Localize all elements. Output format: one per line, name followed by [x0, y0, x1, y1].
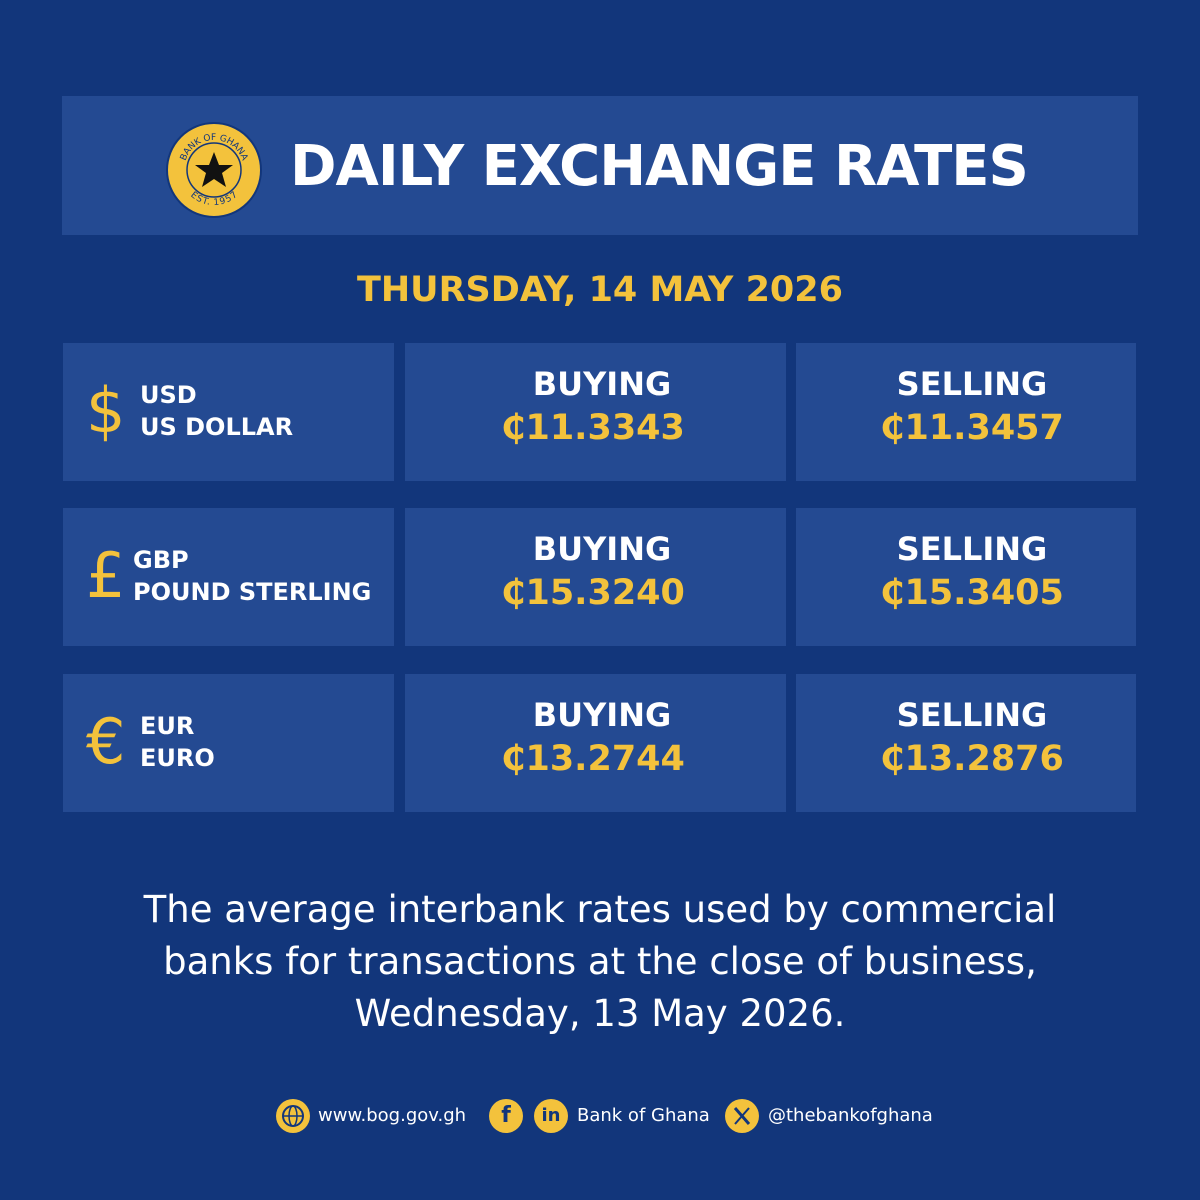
note: The average interbank rates used by comm…: [0, 884, 1200, 1040]
currency-box: [63, 674, 394, 812]
buying-box: [405, 674, 786, 812]
title: DAILY EXCHANGE RATES: [290, 134, 1029, 199]
note-line: banks for transactions at the close of b…: [163, 940, 1037, 983]
currency-symbol: €: [86, 705, 126, 778]
buying-value: ₵15.3240: [501, 573, 685, 613]
website: www.bog.gov.gh: [318, 1105, 467, 1126]
logo: BANK OF GHANA EST. 1957: [166, 122, 262, 218]
selling-box: [796, 343, 1136, 481]
buying-value: ₵13.2744: [501, 739, 685, 779]
social-name: Bank of Ghana: [577, 1105, 710, 1126]
linkedin-icon: in: [534, 1099, 568, 1133]
selling-label: SELLING: [896, 530, 1048, 568]
selling-value: ₵13.2876: [880, 739, 1064, 779]
currency-code: USD: [140, 381, 197, 409]
selling-value: ₵11.3457: [880, 408, 1064, 448]
buying-label: BUYING: [532, 530, 672, 568]
buying-value: ₵11.3343: [501, 408, 685, 448]
handle: @thebankofghana: [768, 1105, 933, 1126]
currency-box: [63, 508, 394, 646]
selling-label: SELLING: [896, 365, 1048, 403]
buying-box: [405, 343, 786, 481]
selling-label: SELLING: [896, 696, 1048, 734]
note-line: The average interbank rates used by comm…: [143, 888, 1057, 931]
currency-name: EURO: [140, 744, 215, 772]
buying-label: BUYING: [532, 696, 672, 734]
currency-box: [63, 343, 394, 481]
currency-symbol: £: [86, 539, 126, 612]
note-line: Wednesday, 13 May 2026.: [354, 992, 846, 1035]
currency-code: GBP: [133, 546, 189, 574]
facebook-icon: f: [489, 1099, 523, 1133]
x-icon: [725, 1099, 759, 1133]
buying-box: [405, 508, 786, 646]
currency-symbol: $: [86, 374, 126, 447]
globe-icon: [276, 1099, 310, 1133]
currency-name: POUND STERLING: [133, 578, 372, 606]
selling-box: [796, 674, 1136, 812]
buying-label: BUYING: [532, 365, 672, 403]
currency-name: US DOLLAR: [140, 413, 294, 441]
date: THURSDAY, 14 MAY 2026: [357, 270, 843, 310]
selling-value: ₵15.3405: [880, 573, 1064, 613]
selling-box: [796, 508, 1136, 646]
currency-code: EUR: [140, 712, 195, 740]
